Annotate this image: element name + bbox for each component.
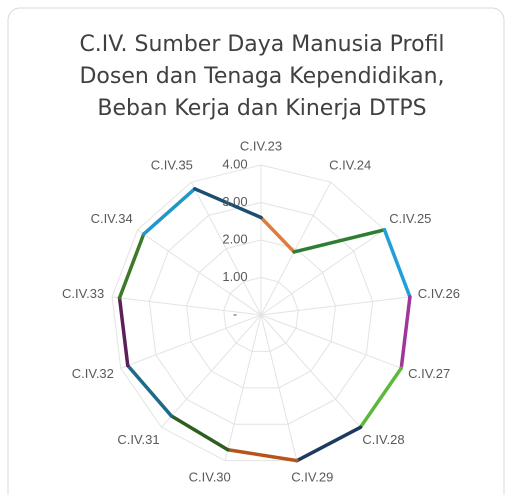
category-label: C.IV.33 bbox=[62, 286, 104, 301]
radar-segment bbox=[292, 228, 387, 254]
radar-segment bbox=[193, 187, 263, 220]
chart-card bbox=[7, 7, 505, 495]
category-label: C.IV.30 bbox=[189, 470, 231, 485]
category-label: C.IV.24 bbox=[329, 158, 371, 173]
grid-ring bbox=[223, 276, 299, 352]
radar-segment bbox=[358, 366, 404, 430]
grid bbox=[111, 164, 411, 462]
radar-segment bbox=[259, 215, 296, 254]
chart-title: C.IV. Sumber Daya Manusia Profil bbox=[79, 32, 444, 57]
radar-segment bbox=[141, 187, 197, 236]
grid-ring bbox=[186, 239, 336, 389]
category-label: C.IV.29 bbox=[291, 470, 333, 485]
r-tick-label: 1.00 bbox=[222, 269, 247, 284]
r-tick-label: 4.00 bbox=[222, 156, 247, 171]
chart-title: Beban Kerja dan Kinerja DTPS bbox=[97, 96, 426, 121]
r-tick-label: 2.00 bbox=[222, 231, 247, 246]
category-label: C.IV.32 bbox=[72, 366, 114, 381]
category-label: C.IV.31 bbox=[117, 432, 159, 447]
radar-segment bbox=[126, 363, 174, 418]
radar-segment bbox=[169, 414, 230, 452]
radar-segment bbox=[117, 232, 146, 300]
r-tick-label: - bbox=[233, 306, 237, 321]
radar-segment bbox=[295, 425, 363, 463]
grid-ring bbox=[148, 201, 374, 425]
category-label: C.IV.25 bbox=[389, 211, 431, 226]
radar-segment bbox=[382, 228, 412, 299]
radar-segment bbox=[399, 295, 412, 370]
marks bbox=[117, 187, 412, 463]
r-tick-label: 3.00 bbox=[222, 194, 247, 209]
category-label: C.IV.34 bbox=[91, 211, 133, 226]
chart-title: Dosen dan Tenaga Kependidikan, bbox=[79, 64, 444, 89]
category-label: C.IV.23 bbox=[240, 138, 282, 153]
category-label: C.IV.27 bbox=[408, 366, 450, 381]
radar-segment bbox=[226, 447, 299, 463]
category-label: C.IV.28 bbox=[362, 432, 404, 447]
radar-segment bbox=[117, 296, 130, 368]
category-label: C.IV.35 bbox=[151, 158, 193, 173]
category-label: C.IV.26 bbox=[418, 286, 460, 301]
labels: C.IV. Sumber Daya Manusia Profil Dosen da… bbox=[62, 32, 460, 485]
